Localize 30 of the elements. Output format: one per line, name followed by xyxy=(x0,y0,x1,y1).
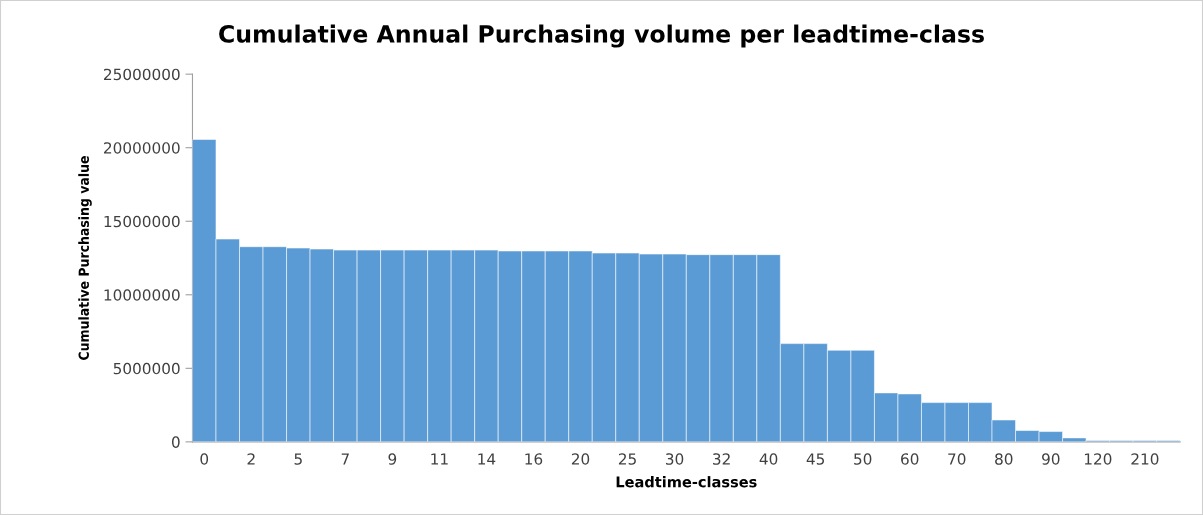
x-tick-label: 14 xyxy=(478,453,496,465)
x-tick-label: 90 xyxy=(1042,453,1060,465)
y-tick-label: 20000000 xyxy=(104,142,180,154)
x-tick-label: 16 xyxy=(525,453,543,465)
x-tick-label: 0 xyxy=(200,453,209,465)
x-tick-label: 120 xyxy=(1084,453,1112,465)
y-tick-label: 5000000 xyxy=(113,362,180,375)
x-tick-label: 50 xyxy=(854,453,872,465)
y-tick-label: 15000000 xyxy=(104,215,180,228)
x-tick-label: 30 xyxy=(666,453,684,465)
x-tick-label: 2 xyxy=(247,453,255,465)
y-tick-label: 0 xyxy=(171,436,180,448)
x-tick-label: 40 xyxy=(759,453,778,465)
x-tick-label: 5 xyxy=(294,453,302,465)
x-tick-label: 70 xyxy=(948,453,966,465)
y-tick-label: 10000000 xyxy=(104,289,180,301)
x-tick-label: 60 xyxy=(901,453,919,465)
x-tick-label: 25 xyxy=(618,453,636,465)
x-tick-label: 7 xyxy=(341,453,349,465)
x-tick-label: 32 xyxy=(713,453,730,465)
x-tick-label: 80 xyxy=(995,453,1013,465)
x-tick-label: 45 xyxy=(806,453,825,465)
y-axis-title: Cumulative Purchasing value xyxy=(78,156,92,360)
x-tick-label: 9 xyxy=(388,453,397,465)
x-tick-label: 20 xyxy=(571,453,590,465)
chart-title: Cumulative Annual Purchasing volume per leadtime-class xyxy=(219,24,984,48)
x-tick-label: 11 xyxy=(431,453,448,465)
x-axis-title: Leadtime-classes xyxy=(616,476,757,488)
y-tick-label: 25000000 xyxy=(104,68,180,81)
x-tick-label: 210 xyxy=(1131,453,1159,465)
